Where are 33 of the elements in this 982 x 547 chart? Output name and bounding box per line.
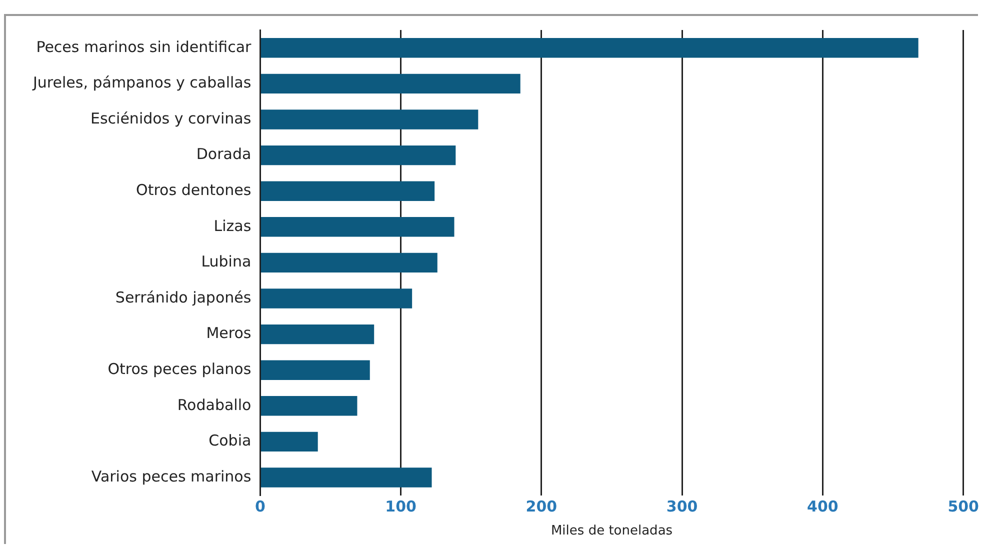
bar	[260, 252, 438, 273]
y-tick-label: Cobia	[208, 432, 252, 450]
x-tick-label: 500	[948, 497, 979, 516]
bar	[260, 181, 435, 201]
y-tick-label: Jureles, pámpanos y caballas	[32, 74, 252, 92]
x-tick-label: 300	[666, 497, 698, 516]
y-tick-label: Rodaballo	[177, 396, 252, 414]
y-tick-label: Peces marinos sin identificar	[36, 38, 252, 56]
x-tick-label: 400	[807, 497, 838, 516]
y-tick-label: Otros dentones	[136, 180, 252, 199]
x-tick-label: 0	[254, 497, 266, 516]
bar	[260, 110, 478, 130]
x-axis-title: Miles de toneladas	[550, 524, 673, 539]
bar	[260, 74, 520, 94]
bar	[260, 324, 374, 344]
bar	[260, 360, 370, 380]
bar	[260, 432, 318, 452]
bar	[260, 145, 456, 166]
x-tick-label: 200	[526, 497, 558, 516]
y-tick-label: Otros peces planos	[108, 360, 252, 378]
bar	[260, 396, 358, 416]
y-tick-label: Dorada	[196, 145, 252, 164]
bar	[260, 288, 412, 308]
bar	[260, 38, 918, 58]
x-tick-label: 100	[385, 497, 416, 516]
y-tick-label: Varios peces marinos	[91, 467, 252, 486]
y-tick-label: Esciénidos y corvinas	[90, 109, 252, 128]
bar	[260, 468, 432, 488]
y-tick-label: Lubina	[201, 252, 252, 271]
bar	[260, 217, 454, 237]
y-tick-label: Meros	[206, 324, 252, 342]
y-tick-label: Serránido japonés	[115, 288, 252, 306]
y-tick-label: Lizas	[214, 216, 252, 235]
